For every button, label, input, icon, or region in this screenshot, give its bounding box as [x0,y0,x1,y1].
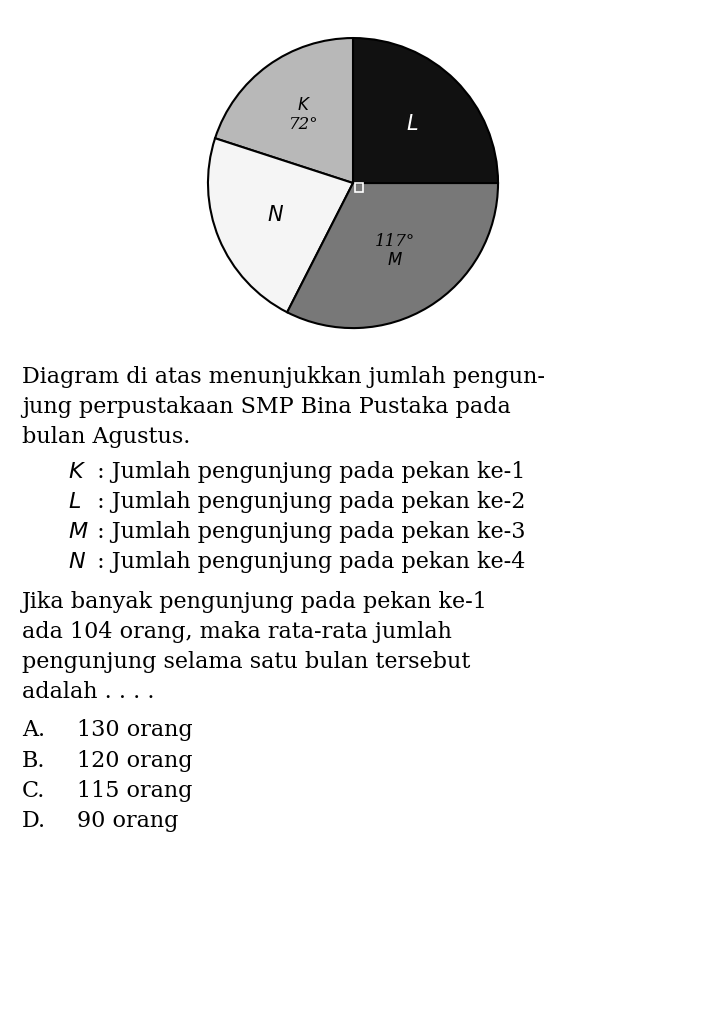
Text: 90 orang: 90 orang [77,810,179,832]
Bar [354,183,364,192]
Text: $K$
72°: $K$ 72° [289,97,318,133]
Text: Jika banyak pengunjung pada pekan ke-1: Jika banyak pengunjung pada pekan ke-1 [22,591,488,613]
Wedge shape [287,183,498,328]
Text: A.: A. [22,719,45,741]
Text: 117°
$M$: 117° $M$ [375,233,415,270]
Text: adalah . . . .: adalah . . . . [22,681,155,704]
Text: bulan Agustus.: bulan Agustus. [22,426,191,447]
Text: 120 orang: 120 orang [77,750,193,772]
Text: 115 orang: 115 orang [77,780,192,801]
Text: $N$: $N$ [68,551,86,574]
Text: 130 orang: 130 orang [77,719,193,741]
Text: $L$: $L$ [68,491,81,513]
Text: $K$: $K$ [68,461,86,483]
Text: jung perpustakaan SMP Bina Pustaka pada: jung perpustakaan SMP Bina Pustaka pada [22,396,510,418]
Text: : Jumlah pengunjung pada pekan ke-2: : Jumlah pengunjung pada pekan ke-2 [90,491,525,513]
Text: $L$: $L$ [406,114,419,133]
Wedge shape [353,38,498,183]
Text: $M$: $M$ [68,521,88,543]
Text: C.: C. [22,780,45,801]
Text: D.: D. [22,810,46,832]
Wedge shape [215,38,353,183]
Text: $N$: $N$ [267,205,284,225]
Text: B.: B. [22,750,45,772]
Wedge shape [208,138,353,312]
Text: : Jumlah pengunjung pada pekan ke-3: : Jumlah pengunjung pada pekan ke-3 [90,521,525,543]
Text: pengunjung selama satu bulan tersebut: pengunjung selama satu bulan tersebut [22,651,470,673]
Text: ada 104 orang, maka rata-rata jumlah: ada 104 orang, maka rata-rata jumlah [22,621,452,644]
Text: Diagram di atas menunjukkan jumlah pengun-: Diagram di atas menunjukkan jumlah pengu… [22,366,545,387]
Text: : Jumlah pengunjung pada pekan ke-4: : Jumlah pengunjung pada pekan ke-4 [90,551,525,574]
Text: : Jumlah pengunjung pada pekan ke-1: : Jumlah pengunjung pada pekan ke-1 [90,461,525,483]
